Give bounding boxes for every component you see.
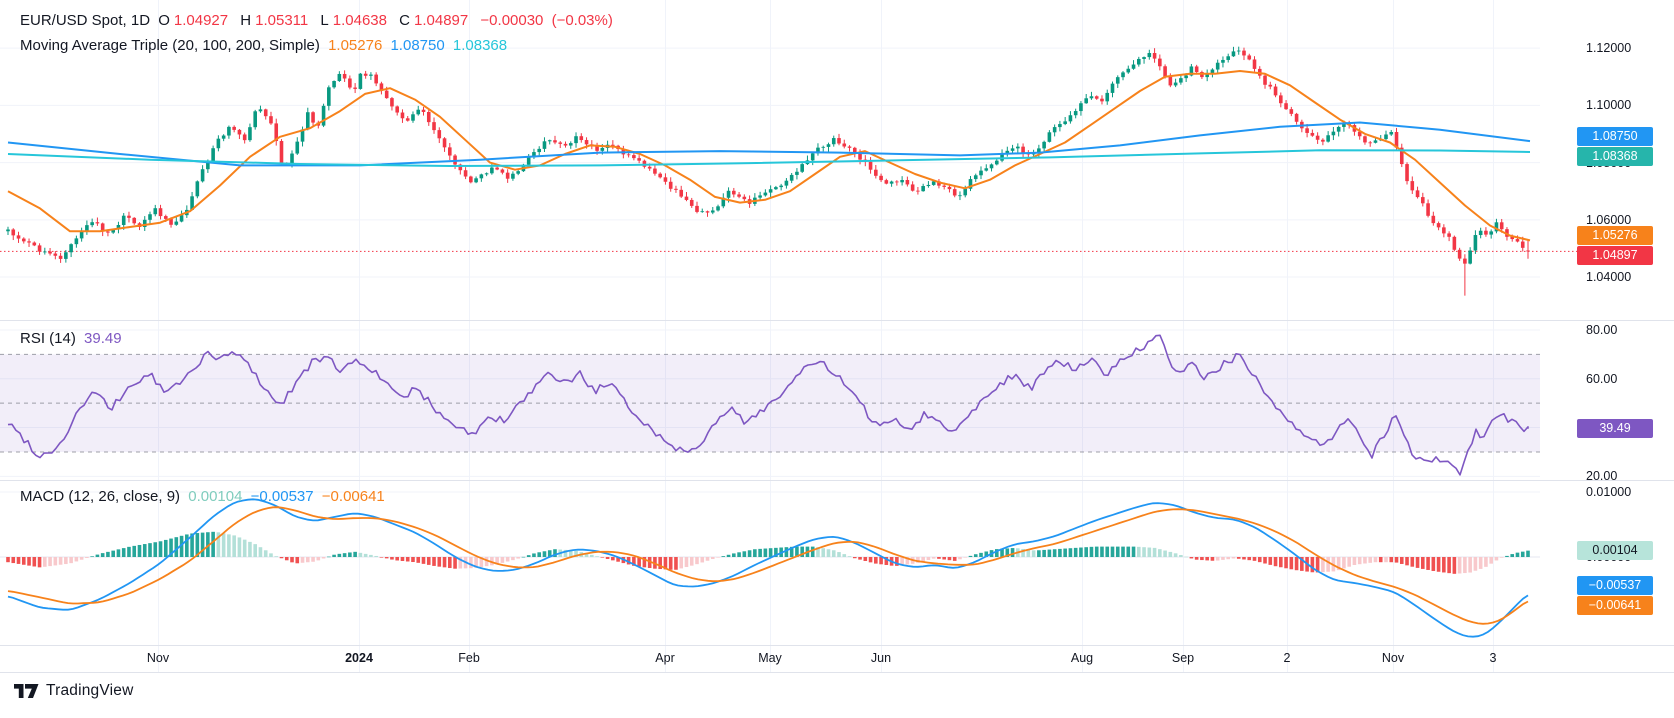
macd-histogram <box>6 531 1530 574</box>
tradingview-logo[interactable]: TradingView <box>14 681 134 701</box>
ma20-value: 1.05276 <box>328 37 383 54</box>
tradingview-logo-icon <box>14 684 39 698</box>
tradingview-logo-text: TradingView <box>46 682 134 699</box>
ma-line-200[interactable] <box>7 149 1531 167</box>
price-change-pct: (−0.03%) <box>551 12 613 29</box>
ma-legend-row[interactable]: Moving Average Triple (20, 100, 200, Sim… <box>20 37 511 54</box>
macd-line-value: −0.00537 <box>250 488 314 505</box>
ma200-value: 1.08368 <box>452 37 508 54</box>
macd-title: MACD (12, 26, close, 9) <box>20 488 181 505</box>
time-scale-axis[interactable] <box>0 645 1674 672</box>
ohlc-high: H 1.05311 <box>240 12 309 29</box>
ohlc-close: C 1.04897 <box>399 12 469 29</box>
rsi-line[interactable] <box>7 334 1529 476</box>
macd-hist-value: 0.00104 <box>188 488 243 505</box>
rsi-title: RSI (14) <box>20 330 76 347</box>
symbol-legend-row[interactable]: EUR/USD Spot, 1D O 1.04927 H 1.05311 L 1.04… <box>20 12 617 29</box>
macd-line[interactable] <box>7 498 1529 638</box>
ma-line-100[interactable] <box>7 121 1531 167</box>
rsi-legend-row[interactable]: RSI (14) 39.49 <box>20 330 126 347</box>
symbol-title: EUR/USD Spot, 1D <box>20 12 151 29</box>
ohlc-open: O 1.04927 <box>158 12 229 29</box>
rsi-panel[interactable] <box>0 320 1540 480</box>
ma-line-20[interactable] <box>7 70 1531 242</box>
ohlc-low: L 1.04638 <box>320 12 387 29</box>
macd-legend-row[interactable]: MACD (12, 26, close, 9) 0.00104 −0.00537… <box>20 488 389 505</box>
price-change: −0.00030 <box>480 12 544 29</box>
macd-signal-line[interactable] <box>7 506 1529 625</box>
macd-signal-value: −0.00641 <box>321 488 385 505</box>
price-scale-axis[interactable] <box>1540 0 1674 645</box>
ma-title: Moving Average Triple (20, 100, 200, Sim… <box>20 37 320 54</box>
rsi-value: 39.49 <box>84 330 122 347</box>
ma100-value: 1.08750 <box>390 37 445 54</box>
